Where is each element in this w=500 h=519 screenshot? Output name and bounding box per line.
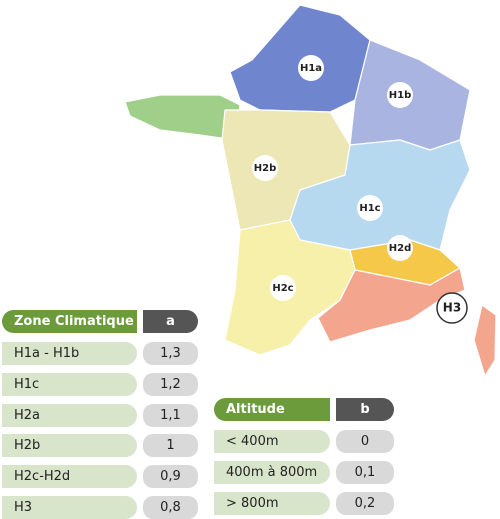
zone-labels: H1a H1b H2b H1c H2d H2c H3 [252, 55, 468, 324]
row-label: < 400m [214, 430, 330, 453]
zone-label: H2d [389, 243, 412, 254]
row-value: 0,8 [143, 496, 198, 519]
row-label: H2a [2, 403, 137, 427]
label-badge [387, 82, 413, 108]
zone-h3-corsica [473, 304, 497, 377]
row-value: 1 [143, 434, 198, 458]
row-label: H2c-H2d [2, 465, 137, 489]
row-value: 0,9 [143, 465, 198, 489]
zone-label: H2c [272, 283, 293, 294]
label-badge [270, 275, 296, 301]
header-cell: b [336, 398, 394, 421]
zone-label: H1a [300, 63, 322, 74]
row-label: > 800m [214, 492, 330, 515]
row-label: 400m à 800m [214, 461, 330, 484]
row-value: 1,2 [143, 372, 198, 396]
row-value: 1,1 [143, 403, 198, 427]
row-label: H1a - H1b [2, 342, 137, 365]
row-value: 1,3 [143, 342, 198, 365]
label-badge [387, 235, 413, 261]
label-badge [252, 155, 278, 181]
header-cell: a [143, 310, 198, 333]
label-badge [357, 195, 383, 221]
row-label: H2b [2, 434, 137, 458]
row-label: H1c [2, 372, 137, 396]
header-cell: Zone Climatique [2, 310, 137, 333]
label-badge [298, 55, 324, 81]
row-value: 0,2 [336, 492, 394, 515]
header-cell: Altitude [214, 398, 330, 421]
zone-label: H1c [359, 203, 380, 214]
zone-label: H3 [443, 301, 461, 315]
map: H1a H1b H2b H1c H2d H2c H3 [124, 4, 497, 377]
row-value: 0,1 [336, 461, 394, 484]
row-label: H3 [2, 496, 137, 519]
zone-h1a [229, 4, 371, 113]
label-badge [436, 292, 468, 324]
zone-label: H2b [254, 163, 277, 174]
zone-label: H1b [389, 90, 412, 101]
row-value: 0 [336, 430, 394, 453]
